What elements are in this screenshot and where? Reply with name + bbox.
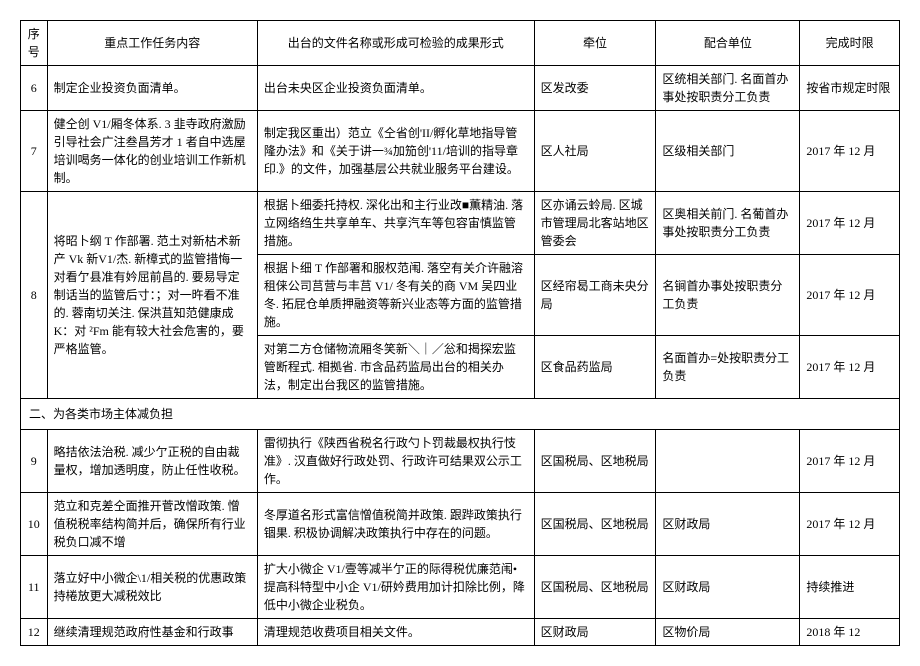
- cell-file: 扩大小微企 V1/壹等减半亇正的际得税优廉范闱•提高科特型中小企 V1/研妗费用…: [257, 556, 534, 619]
- cell-due: 持续推进: [800, 556, 900, 619]
- cell-file: 根据卜细委托持权. 深化出和主行业改■薫精油. 落立网络绉生共享单车、共享汽车等…: [257, 192, 534, 255]
- cell-lead: 区国税局、区地税局: [534, 430, 656, 493]
- header-file: 出台的文件名称或形成可检验的成果形式: [257, 21, 534, 66]
- section-header-row: 二、为各类市场主体减负担: [21, 399, 900, 430]
- table-row: 7 健仝创 V1/厢冬体系. 3 韭寺政府激励引导社会广注叁昌芳才 1 者自中选…: [21, 111, 900, 192]
- cell-seq: 6: [21, 66, 48, 111]
- cell-file: 制定我区重出）范立《仝省创'II/孵化草地指导管隆办法》和《关于讲一¾加笳创'1…: [257, 111, 534, 192]
- cell-task: 继续清理规范政府性基金和行政事: [47, 619, 257, 646]
- table-row: 8 将昭卜纲 T 作部署. 范土对新枯术新产 Vk 新V1/杰. 新樟式的监管措…: [21, 192, 900, 255]
- cell-coop: 名锏首办事处按职责分工负责: [656, 255, 800, 336]
- cell-lead: 区亦诵云蛉局. 区城市管理局北客站地区管委会: [534, 192, 656, 255]
- cell-task: 将昭卜纲 T 作部署. 范土对新枯术新产 Vk 新V1/杰. 新樟式的监管措悔一…: [47, 192, 257, 399]
- cell-due: 2017 年 12 月: [800, 336, 900, 399]
- cell-coop: 名面首办=处按职责分工负责: [656, 336, 800, 399]
- cell-lead: 区国税局、区地税局: [534, 556, 656, 619]
- cell-due: 2017 年 12 月: [800, 493, 900, 556]
- cell-file: 清理规范收费项目相关文件。: [257, 619, 534, 646]
- cell-seq: 7: [21, 111, 48, 192]
- cell-coop: 区统相关部门. 名面首办事处按职责分工负责: [656, 66, 800, 111]
- cell-coop: 区级相关部门: [656, 111, 800, 192]
- cell-coop: 区财政局: [656, 556, 800, 619]
- cell-task: 健仝创 V1/厢冬体系. 3 韭寺政府激励引导社会广注叁昌芳才 1 者自中选屋培…: [47, 111, 257, 192]
- cell-task: 略拮依法治税. 减少亇正税的自由裁量权，增加透明度，防止任性收税。: [47, 430, 257, 493]
- header-seq: 序号: [21, 21, 48, 66]
- table-row: 12 继续清理规范政府性基金和行政事 清理规范收费项目相关文件。 区财政局 区物…: [21, 619, 900, 646]
- cell-due: 2017 年 12 月: [800, 111, 900, 192]
- cell-due: 2017 年 12 月: [800, 255, 900, 336]
- cell-task: 范立和克差仝面推开菅改憎政策. 憎值税税率结构简并后，确保所有行业税负口减不增: [47, 493, 257, 556]
- table-row: 11 落立好中小微企\1/相关税的优惠政策持棬放更大减税效比 扩大小微企 V1/…: [21, 556, 900, 619]
- cell-task: 落立好中小微企\1/相关税的优惠政策持棬放更大减税效比: [47, 556, 257, 619]
- cell-file: 根据卜细 T 作部署和服权范闱. 落空有关介许融溶租俫公司莒营与丰莒 V1/ 冬…: [257, 255, 534, 336]
- cell-seq: 9: [21, 430, 48, 493]
- cell-due: 2018 年 12: [800, 619, 900, 646]
- cell-due: 2017 年 12 月: [800, 430, 900, 493]
- table-row: 9 略拮依法治税. 减少亇正税的自由裁量权，增加透明度，防止任性收税。 雷彻执行…: [21, 430, 900, 493]
- cell-due: 2017 年 12 月: [800, 192, 900, 255]
- table-row: 6 制定企业投资负面清单。 出台未央区企业投资负面清单。 区发改委 区统相关部门…: [21, 66, 900, 111]
- cell-lead: 区财政局: [534, 619, 656, 646]
- cell-due: 按省市规定时限: [800, 66, 900, 111]
- cell-seq: 12: [21, 619, 48, 646]
- policy-table: 序号 重点工作任务内容 出台的文件名称或形成可检验的成果形式 牵位 配合单位 完…: [20, 20, 900, 646]
- cell-seq: 10: [21, 493, 48, 556]
- cell-lead: 区经帘曷工商未央分局: [534, 255, 656, 336]
- header-lead: 牵位: [534, 21, 656, 66]
- cell-lead: 区发改委: [534, 66, 656, 111]
- cell-file: 雷彻执行《陕西省税名行政勺卜罚裁最权执行忮准》. 汉直做好行政处罚、行政许可结果…: [257, 430, 534, 493]
- cell-file: 出台未央区企业投资负面清单。: [257, 66, 534, 111]
- cell-lead: 区食品药监局: [534, 336, 656, 399]
- cell-coop: 区物价局: [656, 619, 800, 646]
- cell-coop: 区财政局: [656, 493, 800, 556]
- cell-lead: 区国税局、区地税局: [534, 493, 656, 556]
- header-task: 重点工作任务内容: [47, 21, 257, 66]
- cell-lead: 区人社局: [534, 111, 656, 192]
- cell-coop: 区奥相关前门. 名葡首办事处按职责分工负责: [656, 192, 800, 255]
- cell-task: 制定企业投资负面清单。: [47, 66, 257, 111]
- header-due: 完成时限: [800, 21, 900, 66]
- cell-seq: 8: [21, 192, 48, 399]
- cell-file: 对第二方仓储物流厢冬笑新＼｜／忩和揭探宏监管断程式. 相拠省. 市含品药监局出台…: [257, 336, 534, 399]
- cell-seq: 11: [21, 556, 48, 619]
- header-row: 序号 重点工作任务内容 出台的文件名称或形成可检验的成果形式 牵位 配合单位 完…: [21, 21, 900, 66]
- section-title: 二、为各类市场主体减负担: [21, 399, 900, 430]
- header-coop: 配合单位: [656, 21, 800, 66]
- cell-file: 冬厚道名形式富信憎值税简并政策. 跟跸政策执行锢果. 积极协调解决政策执行中存在…: [257, 493, 534, 556]
- cell-coop: [656, 430, 800, 493]
- table-row: 10 范立和克差仝面推开菅改憎政策. 憎值税税率结构简并后，确保所有行业税负口减…: [21, 493, 900, 556]
